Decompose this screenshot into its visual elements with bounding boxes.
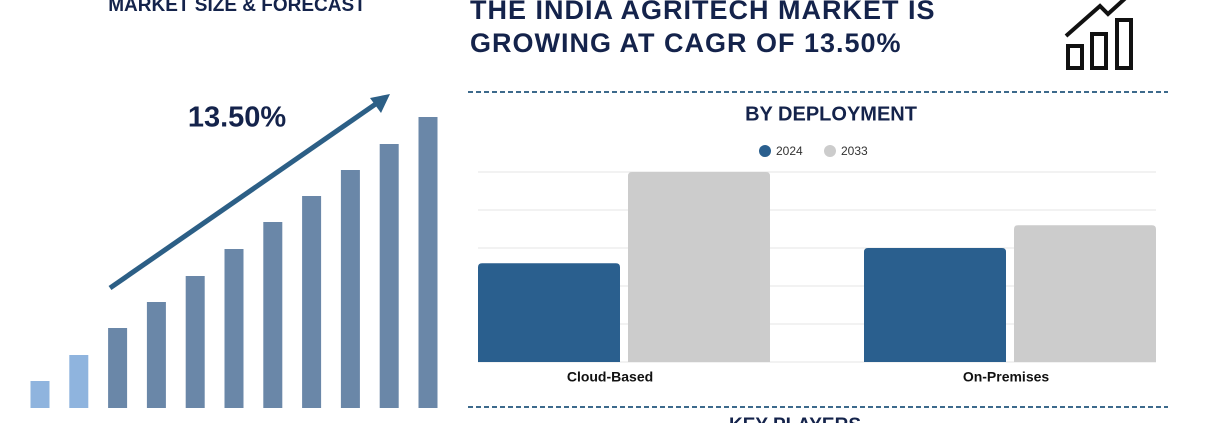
arrow-head — [370, 94, 390, 113]
bar — [224, 249, 244, 408]
chart-title: BY DEPLOYMENT — [745, 103, 917, 125]
bar — [379, 144, 399, 408]
growth-icon — [1064, 0, 1133, 70]
bar — [418, 117, 438, 408]
legend-label: 2033 — [841, 144, 868, 158]
legend-swatch — [824, 145, 836, 157]
bar — [146, 302, 166, 408]
bar — [478, 263, 620, 362]
annotation: 13.50% — [188, 102, 287, 134]
bar — [340, 170, 360, 408]
chart-title: MARKET SIZE & FORECAST — [108, 0, 366, 16]
bar — [185, 276, 205, 408]
bar — [864, 248, 1006, 362]
legend-label: 2024 — [776, 144, 803, 158]
headline: THE INDIA AGRITECH MARKET IS — [470, 0, 936, 25]
bar — [302, 196, 322, 408]
headline: GROWING AT CAGR OF 13.50% — [470, 28, 902, 58]
x-tick-label: On-Premises — [963, 369, 1050, 385]
section-title: KEY PLAYERS — [729, 415, 861, 423]
x-tick-label: Cloud-Based — [567, 369, 653, 385]
trend-arrow — [108, 98, 382, 291]
bar — [69, 355, 89, 408]
bar — [1014, 225, 1156, 362]
bar — [30, 381, 50, 408]
bar — [263, 222, 283, 408]
bar — [108, 328, 128, 408]
bar — [628, 172, 770, 362]
legend-swatch — [759, 145, 771, 157]
